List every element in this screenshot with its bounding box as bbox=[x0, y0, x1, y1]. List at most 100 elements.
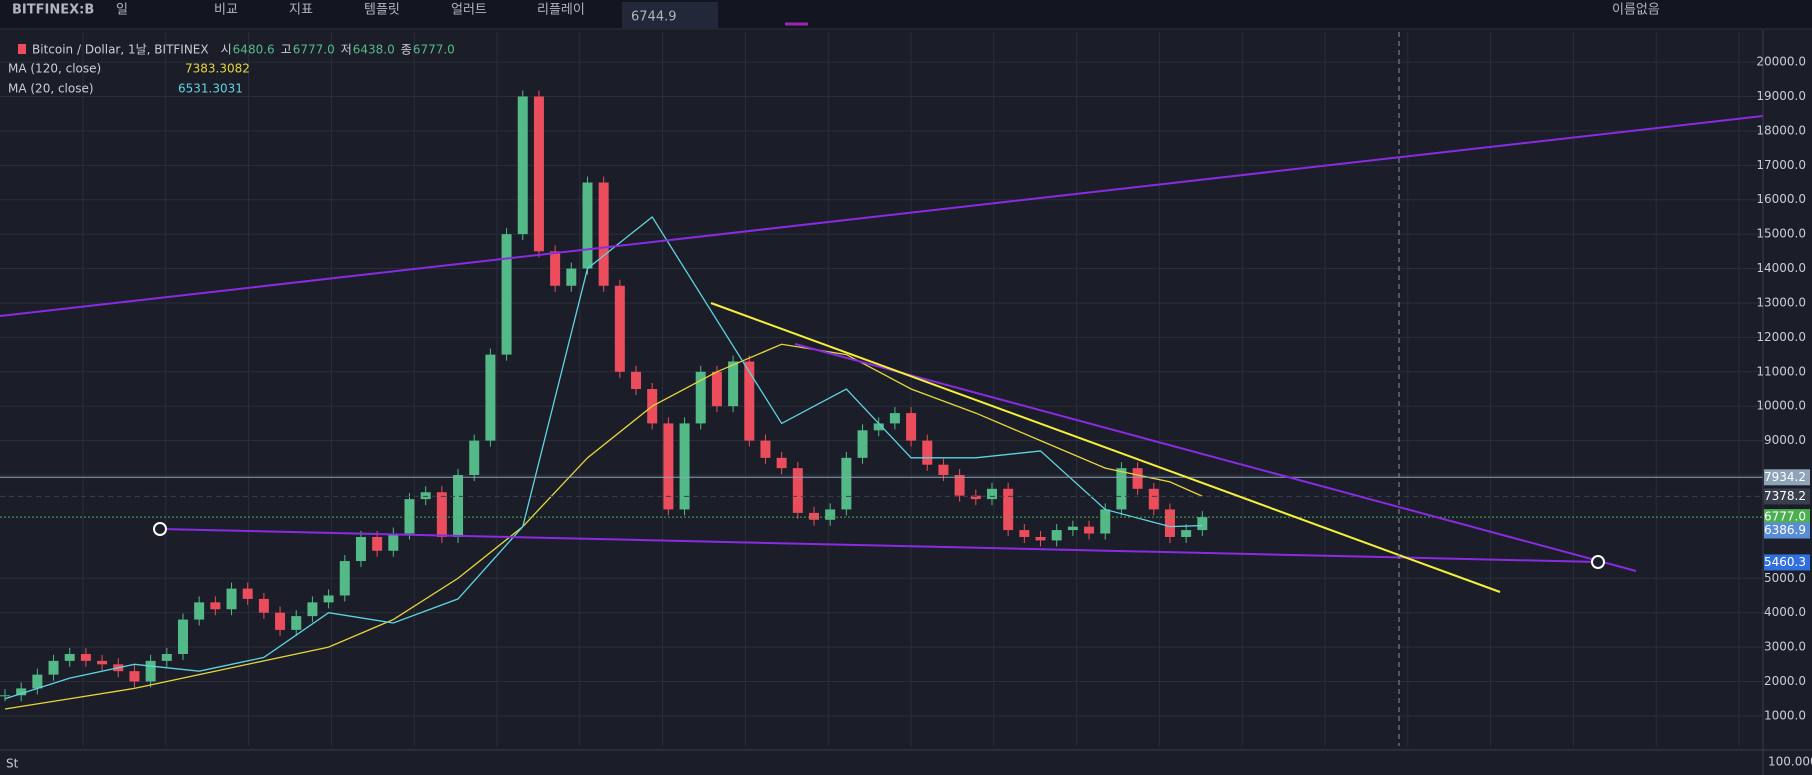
legend-value: 7383.3082 bbox=[185, 62, 250, 76]
y-tick-label: 19000.0 bbox=[1756, 89, 1806, 103]
candle bbox=[97, 660, 108, 665]
candle bbox=[436, 492, 447, 537]
candle bbox=[453, 475, 464, 537]
anchor[interactable] bbox=[1591, 555, 1605, 569]
price-tag-label: 6386.9 bbox=[1764, 523, 1806, 537]
candle bbox=[210, 602, 221, 610]
y-tick-label: 18000.0 bbox=[1756, 123, 1806, 137]
candle bbox=[663, 423, 674, 510]
y-tick-label: 3000.0 bbox=[1764, 640, 1806, 654]
candle bbox=[501, 234, 512, 355]
price-tag bbox=[1764, 522, 1810, 539]
drawings bbox=[0, 32, 1764, 746]
candle bbox=[841, 457, 852, 510]
legend: Bitcoin / Dollar, 1날, BITFINEX 시 6480.6 고 6… bbox=[8, 43, 455, 96]
candle bbox=[582, 182, 593, 269]
indicators[interactable]: 지표 bbox=[289, 3, 313, 18]
candle bbox=[533, 96, 544, 252]
layout-name[interactable]: 이름없음 bbox=[1612, 3, 1660, 18]
grid bbox=[0, 32, 1763, 746]
ohlc-label: 고 bbox=[281, 43, 292, 57]
price-tag bbox=[1764, 469, 1810, 486]
candle bbox=[614, 285, 625, 372]
interval[interactable]: 일 bbox=[116, 3, 128, 18]
candle bbox=[1003, 488, 1014, 531]
chart-title: Bitcoin / Dollar, 1날, BITFINEX bbox=[32, 43, 209, 57]
candle bbox=[986, 488, 997, 500]
y-tick-label: 4000.0 bbox=[1764, 605, 1806, 619]
compare[interactable]: 비교 bbox=[214, 3, 238, 18]
y-tick-label: 15000.0 bbox=[1756, 227, 1806, 241]
y-tick-label: 11000.0 bbox=[1756, 364, 1806, 378]
templates[interactable]: 템플릿 bbox=[364, 3, 400, 18]
y-tick-label: 20000.0 bbox=[1756, 55, 1806, 69]
candle bbox=[242, 588, 253, 599]
price-tag-label: 7934.2 bbox=[1764, 470, 1806, 484]
candle bbox=[388, 533, 399, 551]
candle bbox=[1035, 536, 1046, 541]
toolbar: BITFINEX:B 일 비교 지표 템플릿 얼러트 리플레이 6744.9 이… bbox=[0, 0, 1812, 30]
candle bbox=[550, 251, 561, 286]
ohlc-value: 6480.6 bbox=[233, 43, 275, 57]
candle bbox=[744, 361, 755, 441]
candle bbox=[64, 653, 75, 661]
price: 6744.9 bbox=[631, 10, 677, 25]
candle bbox=[1197, 517, 1208, 531]
ohlc: 시 6480.6 고 6777.0 저 6438.0 종 6777.0 bbox=[221, 43, 455, 57]
candle bbox=[194, 602, 205, 620]
candle bbox=[1019, 530, 1030, 537]
symbol[interactable]: BITFINEX:B bbox=[12, 3, 94, 18]
candle bbox=[404, 499, 415, 534]
candle bbox=[970, 495, 981, 500]
candle bbox=[323, 595, 334, 603]
candle bbox=[825, 509, 836, 520]
replay[interactable]: 리플레이 bbox=[537, 3, 585, 18]
candle bbox=[469, 440, 480, 476]
trend-line[interactable] bbox=[710, 302, 1501, 593]
candle bbox=[372, 536, 383, 551]
trend-line[interactable] bbox=[159, 528, 1599, 563]
candle bbox=[711, 371, 722, 407]
y-tick-label: 10000.0 bbox=[1756, 399, 1806, 413]
trend-line[interactable] bbox=[794, 343, 1637, 572]
candle bbox=[258, 598, 269, 613]
y-tick-label: 12000.0 bbox=[1756, 330, 1806, 344]
candle bbox=[485, 354, 496, 441]
legend-name: MA (120, close) bbox=[8, 62, 101, 76]
ohlc-value: 6777.0 bbox=[293, 43, 335, 57]
candle bbox=[420, 492, 431, 500]
candle bbox=[922, 440, 933, 465]
price-tag bbox=[1764, 509, 1810, 526]
ohlc-value: 6438.0 bbox=[353, 43, 395, 57]
candle bbox=[129, 671, 140, 682]
candle bbox=[1067, 526, 1078, 531]
candle bbox=[1164, 509, 1175, 537]
candle bbox=[695, 371, 706, 424]
price-axis-bg bbox=[1763, 30, 1812, 775]
candle bbox=[48, 660, 59, 675]
ohlc-label: 시 bbox=[221, 43, 232, 57]
candle bbox=[145, 660, 156, 682]
trend-line[interactable] bbox=[0, 115, 1764, 317]
candle bbox=[161, 653, 172, 661]
price-box bbox=[622, 2, 718, 28]
candle bbox=[873, 423, 884, 431]
ohlc-value: 6777.0 bbox=[413, 43, 455, 57]
candle bbox=[679, 423, 690, 510]
anchor[interactable] bbox=[153, 522, 167, 536]
price-tag-label: 5460.3 bbox=[1764, 555, 1806, 569]
plot bbox=[0, 90, 1763, 710]
study-label: St bbox=[6, 757, 19, 771]
candle bbox=[889, 413, 900, 424]
volume-scale: 100.0000 bbox=[1768, 755, 1812, 769]
legend-name: MA (20, close) bbox=[8, 82, 94, 96]
price-axis: 1000.02000.03000.04000.05000.08000.09000… bbox=[1756, 55, 1810, 722]
alerts[interactable]: 얼러트 bbox=[451, 3, 487, 18]
y-tick-label: 14000.0 bbox=[1756, 261, 1806, 275]
candle bbox=[80, 653, 91, 661]
candle bbox=[1148, 488, 1159, 510]
candle bbox=[275, 612, 286, 630]
candle bbox=[631, 371, 642, 389]
